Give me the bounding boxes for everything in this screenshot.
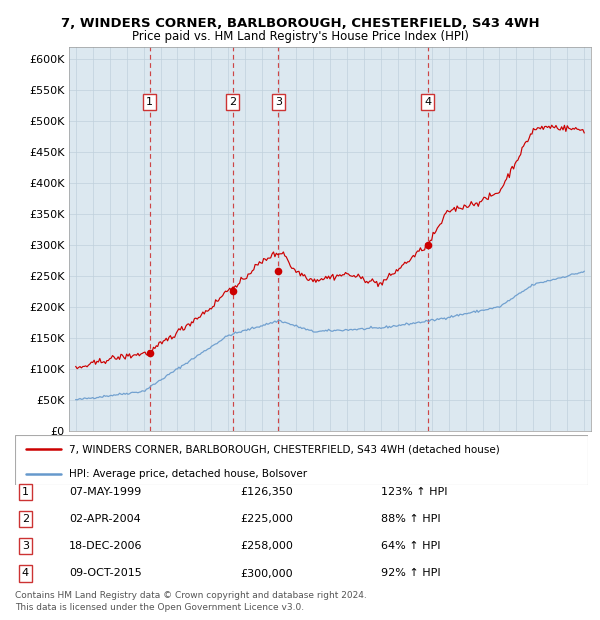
Text: 3: 3 — [275, 97, 282, 107]
Text: 1: 1 — [146, 97, 153, 107]
Text: Contains HM Land Registry data © Crown copyright and database right 2024.
This d: Contains HM Land Registry data © Crown c… — [15, 591, 367, 612]
Text: 88% ↑ HPI: 88% ↑ HPI — [381, 514, 440, 524]
Text: £300,000: £300,000 — [240, 569, 293, 578]
Text: £126,350: £126,350 — [240, 487, 293, 497]
Text: 4: 4 — [22, 569, 29, 578]
Text: 92% ↑ HPI: 92% ↑ HPI — [381, 569, 440, 578]
Text: 1: 1 — [22, 487, 29, 497]
Text: 07-MAY-1999: 07-MAY-1999 — [69, 487, 141, 497]
Text: 18-DEC-2006: 18-DEC-2006 — [69, 541, 143, 551]
Text: 7, WINDERS CORNER, BARLBOROUGH, CHESTERFIELD, S43 4WH (detached house): 7, WINDERS CORNER, BARLBOROUGH, CHESTERF… — [70, 444, 500, 454]
Text: 4: 4 — [424, 97, 431, 107]
Text: HPI: Average price, detached house, Bolsover: HPI: Average price, detached house, Bols… — [70, 469, 308, 479]
Text: 2: 2 — [229, 97, 236, 107]
Text: Price paid vs. HM Land Registry's House Price Index (HPI): Price paid vs. HM Land Registry's House … — [131, 30, 469, 43]
Text: 64% ↑ HPI: 64% ↑ HPI — [381, 541, 440, 551]
Text: 123% ↑ HPI: 123% ↑ HPI — [381, 487, 448, 497]
Text: 2: 2 — [22, 514, 29, 524]
Text: 09-OCT-2015: 09-OCT-2015 — [69, 569, 142, 578]
Text: 02-APR-2004: 02-APR-2004 — [69, 514, 141, 524]
Text: £258,000: £258,000 — [240, 541, 293, 551]
Text: 3: 3 — [22, 541, 29, 551]
Text: £225,000: £225,000 — [240, 514, 293, 524]
Text: 7, WINDERS CORNER, BARLBOROUGH, CHESTERFIELD, S43 4WH: 7, WINDERS CORNER, BARLBOROUGH, CHESTERF… — [61, 17, 539, 30]
